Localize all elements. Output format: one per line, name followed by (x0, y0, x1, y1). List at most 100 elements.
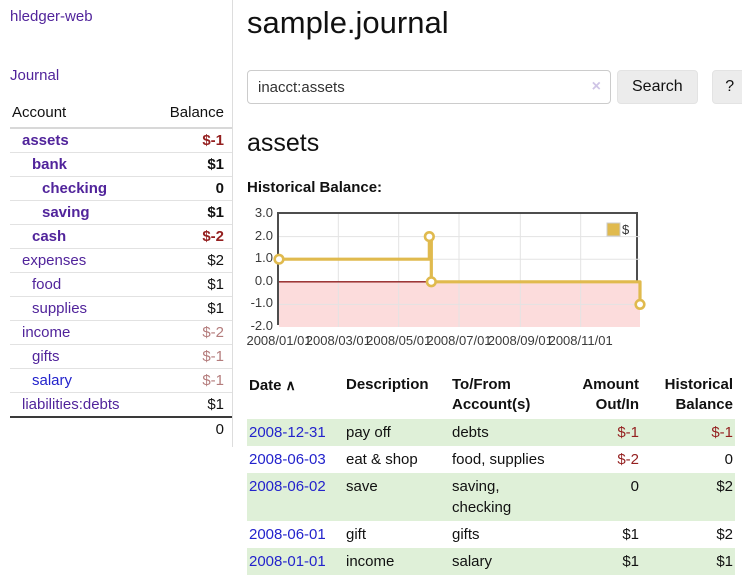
y-axis-tick-label: -1.0 (250, 295, 273, 311)
register-cell-date: 2008-06-01 (247, 521, 344, 548)
y-axis-tick-label: 0.0 (254, 272, 273, 288)
account-link-checking[interactable]: checking (42, 180, 108, 197)
account-link-liabilities:debts[interactable]: liabilities:debts (22, 396, 120, 413)
x-axis-tick-label: 2008/05/01 (366, 333, 432, 348)
account-row: bank $1 (10, 152, 232, 177)
account-row: assets $-1 (10, 128, 232, 153)
legend-swatch (606, 222, 621, 237)
x-axis-tick-label: 2008/07/01 (426, 333, 492, 348)
register-row: 2008-12-31 pay off debts $-1 $-1 (247, 419, 735, 446)
transaction-date-link[interactable]: 2008-06-02 (249, 478, 326, 495)
account-link-saving[interactable]: saving (42, 204, 90, 221)
register-header-date[interactable]: Date ∧ (249, 377, 296, 394)
account-link-income[interactable]: income (22, 324, 71, 341)
transaction-date-link[interactable]: 2008-06-01 (249, 526, 326, 543)
register-cell-accounts: salary (452, 553, 493, 570)
clear-search-icon[interactable]: × (591, 78, 601, 95)
register-row: 2008-01-01 income salary $1 $1 (247, 548, 735, 575)
transaction-date-link[interactable]: 2008-01-01 (249, 553, 326, 570)
account-link-food[interactable]: food (32, 276, 62, 293)
x-axis-tick-label: 2008/11/01 (548, 333, 613, 348)
register-cell-balance: $2 (716, 526, 733, 543)
x-axis-tick-label: 2008/03/01 (305, 333, 371, 348)
data-point-marker (425, 276, 437, 288)
register-cell-balance: $-1 (711, 424, 733, 441)
data-point-marker (423, 230, 435, 243)
transaction-date-link[interactable]: 2008-12-31 (249, 424, 326, 441)
page-title: sample.journal (247, 5, 449, 40)
account-row: supplies $1 (10, 296, 232, 321)
search-button[interactable]: Search (617, 70, 698, 104)
register-cell-description: pay off (346, 424, 391, 441)
account-link-cash[interactable]: cash (32, 228, 67, 245)
account-balance: $-1 (202, 132, 224, 149)
chart-label: Historical Balance: (247, 179, 383, 196)
transaction-date-link[interactable]: 2008-06-03 (249, 451, 326, 468)
account-row: expenses $2 (10, 248, 232, 273)
register-cell-accounts: gifts (452, 526, 480, 543)
sidebar-item-journal[interactable]: Journal (10, 67, 60, 84)
register-header-description: Description (346, 376, 429, 393)
account-row: income $-2 (10, 320, 232, 345)
register-cell-date: 2008-01-01 (247, 548, 344, 575)
chart-canvas: $ (273, 214, 646, 327)
account-balance: $1 (153, 152, 232, 177)
accounts-header-balance: Balance (153, 100, 232, 129)
account-row: gifts $-1 (10, 344, 232, 369)
account-link-gifts[interactable]: gifts (32, 348, 60, 365)
search-input[interactable] (247, 70, 611, 104)
account-balance: $2 (153, 248, 232, 273)
search-form: × Search ? (247, 70, 742, 104)
register-cell-balance: $1 (716, 553, 733, 570)
register-cell-amount: $1 (622, 526, 639, 543)
main-content: sample.journal × Search ? assets Histori… (233, 0, 742, 575)
account-balance: $1 (153, 296, 232, 321)
x-axis-tick-label: 2008/01/01 (246, 333, 312, 348)
account-balance: $-1 (153, 344, 232, 369)
account-balance: $1 (153, 392, 232, 417)
register-cell-accounts: debts (452, 424, 489, 441)
x-axis-tick-label: 2008/09/01 (487, 333, 553, 348)
y-axis-tick-label: 1.0 (254, 250, 273, 266)
sort-asc-icon: ∧ (285, 377, 296, 393)
account-balance: 0 (153, 176, 232, 201)
register-cell-description: save (346, 478, 378, 495)
register-cell-description: gift (346, 526, 367, 543)
account-row: saving $1 (10, 200, 232, 225)
register-header-balance: Historical Balance (664, 376, 733, 413)
register-cell-date: 2008-12-31 (247, 419, 344, 446)
register-cell-accounts: saving, checking (452, 478, 512, 516)
register-cell-date: 2008-06-02 (247, 473, 344, 521)
y-axis-tick-label: 3.0 (254, 205, 273, 220)
register-cell-amount: $1 (622, 553, 639, 570)
account-balance: $1 (153, 200, 232, 225)
legend-label: $ (622, 222, 630, 237)
account-link-supplies[interactable]: supplies (32, 300, 88, 317)
register-row: 2008-06-03 eat & shop food, supplies $-2 0 (247, 446, 735, 473)
account-balance: $-2 (153, 320, 232, 345)
y-axis-tick-label: 2.0 (254, 227, 273, 243)
account-balance: $1 (153, 272, 232, 297)
historical-balance-chart: $ 3.0 2.0 1.0 0.0 -1.0 -2.0 2008/01/01 2008/03/… (246, 205, 742, 349)
register-row: 2008-06-02 save saving, checking 0 $2 (247, 473, 735, 521)
accounts-table: Account Balance assets $-1 bank $1 checking 0… (10, 100, 232, 441)
register-header-row: Date ∧ Description To/From Account(s) Amo… (247, 373, 735, 419)
account-link-salary[interactable]: salary (32, 372, 73, 389)
help-button[interactable]: ? (711, 70, 742, 104)
register-cell-date: 2008-06-03 (247, 446, 344, 473)
register-cell-description: eat & shop (346, 451, 418, 468)
account-link-bank[interactable]: bank (32, 156, 68, 173)
account-link-assets[interactable]: assets (22, 132, 69, 149)
app-title-link[interactable]: hledger-web (10, 8, 93, 25)
accounts-header-account: Account (10, 100, 154, 129)
register-row: 2008-06-01 gift gifts $1 $2 (247, 521, 735, 548)
register-cell-amount: $-2 (617, 451, 639, 468)
account-link-expenses[interactable]: expenses (22, 252, 87, 269)
account-balance: $-2 (153, 224, 232, 249)
register-cell-amount: 0 (630, 478, 639, 495)
sidebar: hledger-web Journal Account Balance asse… (0, 0, 233, 447)
account-row: food $1 (10, 272, 232, 297)
register-cell-amount: $-1 (617, 424, 639, 441)
account-row: cash $-2 (10, 224, 232, 249)
